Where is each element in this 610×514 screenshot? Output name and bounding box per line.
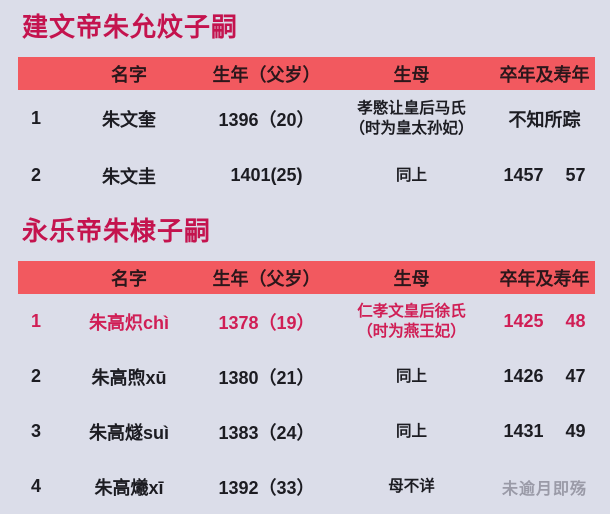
column-header-mother: 生母	[393, 268, 430, 289]
cell-mother: 孝愍让皇后马氏 （时为皇太孙妃）	[329, 99, 494, 139]
cell-name: 朱高爔xī	[94, 477, 164, 498]
death-year: 1457	[503, 165, 544, 185]
mother-title: 同上	[395, 367, 427, 385]
dynasty-section: 永乐帝朱棣子嗣 名字 生年（父岁） 生母 卒年及寿年 1 朱高炽chì 1378…	[0, 204, 610, 514]
mother-title: 孝愍让皇后马氏	[357, 99, 466, 117]
column-header-birth: 生年（父岁）	[212, 268, 321, 289]
mother-title: 仁孝文皇后徐氏	[357, 302, 466, 320]
row-index: 1	[30, 311, 41, 331]
section-title: 永乐帝朱棣子嗣	[22, 216, 212, 246]
table-row: 4 朱高爔xī 1392（33） 母不详 未逾月即殇	[18, 459, 595, 514]
cell-death: 1425 48	[494, 311, 595, 332]
column-header-name: 名字	[111, 64, 147, 85]
row-index: 1	[30, 108, 41, 128]
cell-name: 朱高煦xū	[91, 367, 167, 388]
mother-title: 母不详	[388, 477, 435, 495]
cell-birth-year: 1392（33）	[218, 477, 315, 498]
cell-death: 1426 47	[494, 366, 595, 387]
row-index: 4	[30, 476, 41, 496]
cell-birth-year: 1380（21）	[218, 367, 315, 388]
dynasty-section: 建文帝朱允炆子嗣 名字 生年（父岁） 生母 卒年及寿年 1 朱文奎 1396（2…	[0, 0, 610, 204]
mother-title: 同上	[395, 166, 427, 184]
cell-mother: 仁孝文皇后徐氏 （时为燕王妃）	[329, 302, 494, 342]
cell-death: 未逾月即殇	[501, 480, 587, 498]
row-index: 2	[30, 165, 41, 185]
column-header-birth: 生年（父岁）	[212, 64, 321, 85]
cell-death: 1457 57	[494, 165, 595, 186]
row-index: 3	[30, 421, 41, 441]
age-at-death: 47	[565, 366, 586, 386]
table-row: 2 朱文圭 1401(25) 同上 1457 57	[18, 147, 595, 204]
column-header-death: 卒年及寿年	[499, 64, 590, 85]
cell-name: 朱文圭	[102, 166, 156, 187]
cell-birth-year: 1378（19）	[218, 312, 315, 333]
column-header-name: 名字	[111, 268, 147, 289]
age-at-death: 57	[565, 165, 586, 185]
age-at-death: 48	[565, 311, 586, 331]
section-title: 建文帝朱允炆子嗣	[22, 12, 239, 42]
mother-status: （时为燕王妃）	[357, 322, 466, 340]
row-index: 2	[30, 366, 41, 386]
death-year: 1426	[503, 366, 544, 386]
column-header-death: 卒年及寿年	[499, 268, 590, 289]
offspring-table: 名字 生年（父岁） 生母 卒年及寿年 1 朱文奎 1396（20） 孝愍让皇后马…	[18, 57, 595, 204]
table-row: 1 朱文奎 1396（20） 孝愍让皇后马氏 （时为皇太孙妃） 不知所踪	[18, 90, 595, 147]
table-row: 2 朱高煦xū 1380（21） 同上 1426 47	[18, 349, 595, 404]
cell-birth-year: 1401(25)	[230, 165, 303, 185]
cell-name: 朱文奎	[102, 109, 156, 130]
cell-birth-year: 1383（24）	[218, 422, 315, 443]
mother-title: 同上	[395, 422, 427, 440]
cell-mother: 同上	[329, 422, 494, 442]
cell-mother: 同上	[329, 367, 494, 387]
table-header-row: 名字 生年（父岁） 生母 卒年及寿年	[18, 57, 595, 90]
age-at-death: 49	[565, 421, 586, 441]
cell-mother: 母不详	[329, 477, 494, 497]
mother-status: （时为皇太孙妃）	[349, 119, 474, 137]
cell-name: 朱高炽chì	[88, 312, 169, 333]
offspring-table: 名字 生年（父岁） 生母 卒年及寿年 1 朱高炽chì 1378（19） 仁孝文…	[18, 261, 595, 514]
death-year: 1431	[503, 421, 544, 441]
cell-death: 不知所踪	[508, 109, 581, 130]
cell-birth-year: 1396（20）	[218, 109, 315, 130]
cell-name: 朱高燧suì	[88, 422, 169, 443]
cell-death: 1431 49	[494, 421, 595, 442]
cell-mother: 同上	[329, 166, 494, 186]
column-header-mother: 生母	[393, 64, 430, 85]
table-row: 1 朱高炽chì 1378（19） 仁孝文皇后徐氏 （时为燕王妃） 1425 48	[18, 294, 595, 349]
death-year: 1425	[503, 311, 544, 331]
table-row: 3 朱高燧suì 1383（24） 同上 1431 49	[18, 404, 595, 459]
table-header-row: 名字 生年（父岁） 生母 卒年及寿年	[18, 261, 595, 294]
